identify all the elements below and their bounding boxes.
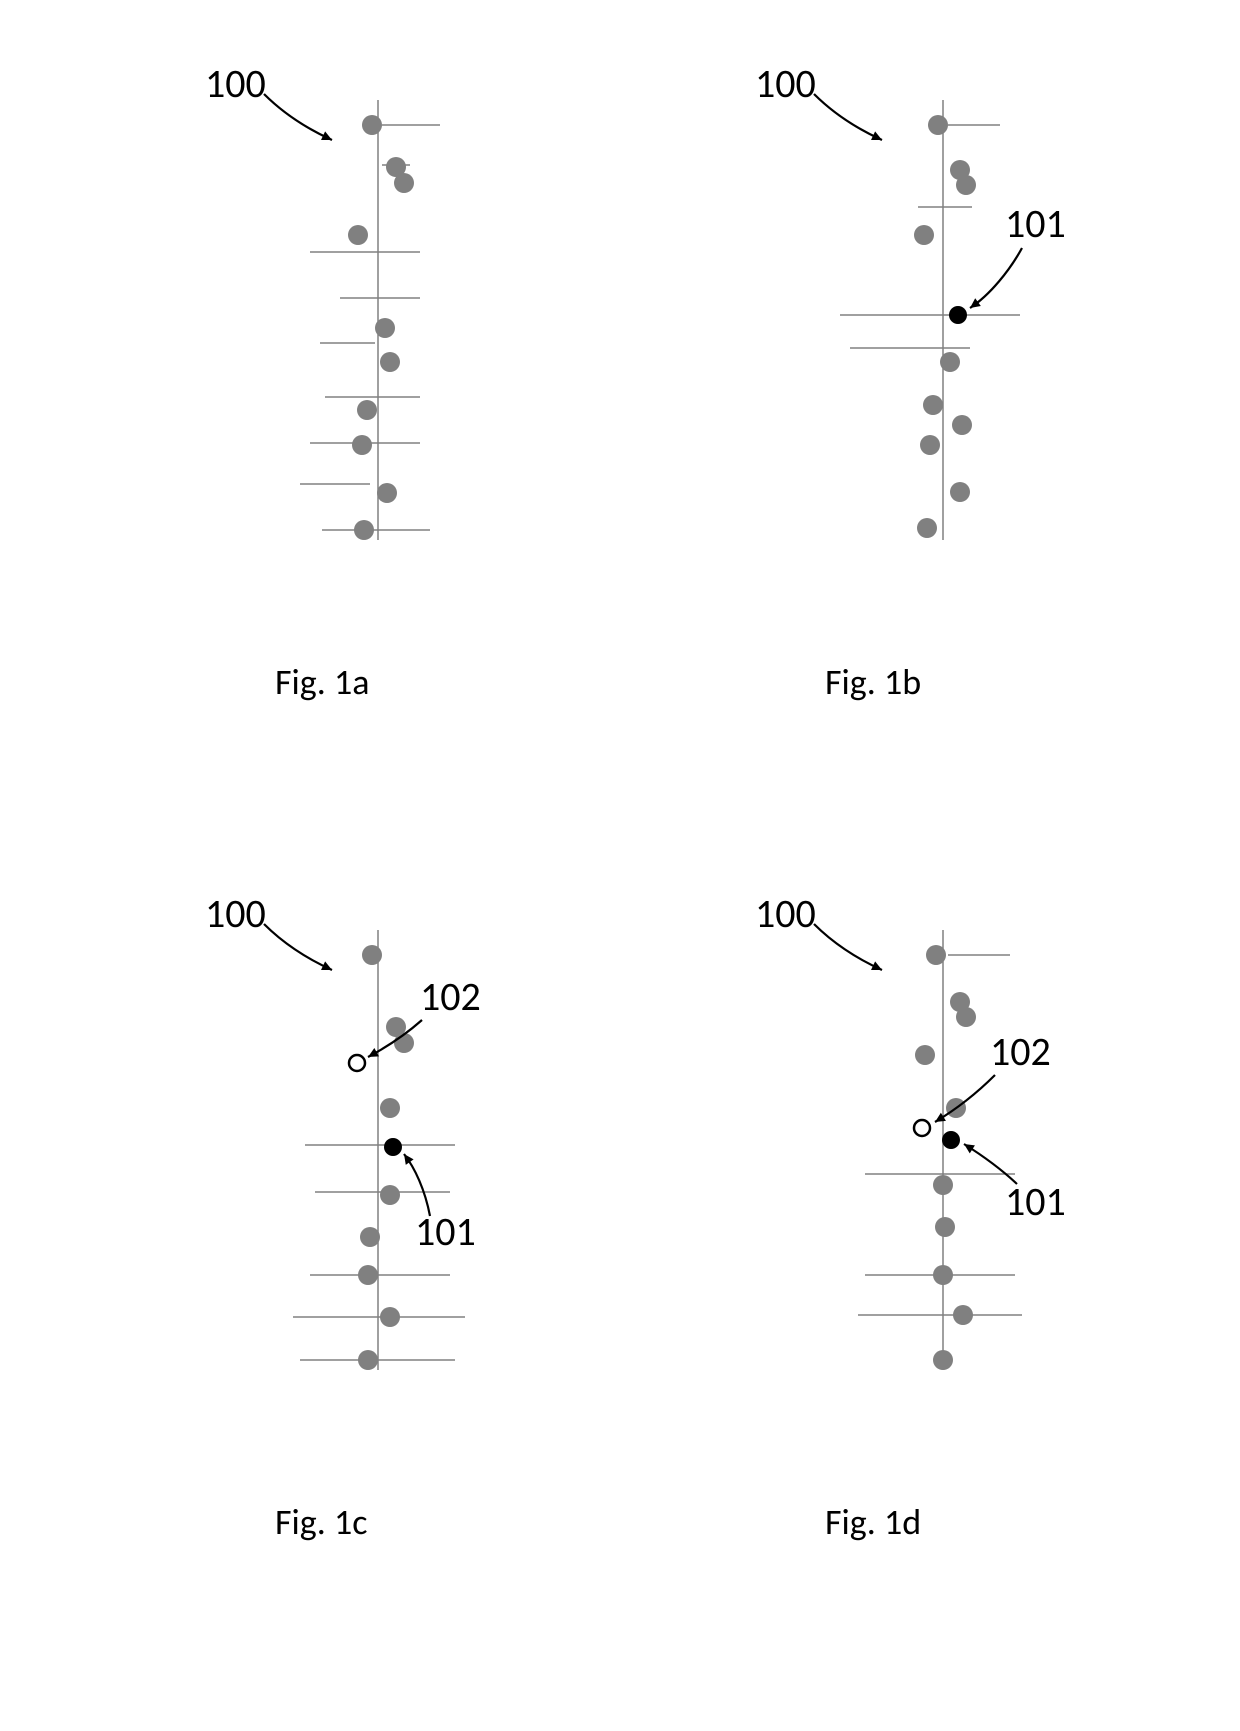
leader-arrow	[964, 1144, 1017, 1184]
grey-dot	[380, 1307, 400, 1327]
leader-arrow	[264, 924, 332, 970]
grey-dot	[917, 518, 937, 538]
figure-svg-d: 100 102 101	[660, 870, 1140, 1390]
grey-dot	[360, 1227, 380, 1247]
reference-label-101: 101	[1005, 1177, 1066, 1226]
reference-label-100: 100	[205, 889, 266, 938]
grey-dot	[358, 1265, 378, 1285]
grey-dot	[348, 225, 368, 245]
grey-dot	[394, 1033, 414, 1053]
leader-arrow	[814, 924, 882, 970]
figure-b: 100 101	[660, 40, 1140, 560]
grey-dot	[380, 352, 400, 372]
grey-dot	[914, 225, 934, 245]
grey-dot	[940, 352, 960, 372]
reference-label-101: 101	[1005, 199, 1066, 248]
grey-dot	[394, 173, 414, 193]
grey-dot	[358, 1350, 378, 1370]
figure-svg-a: 100	[110, 40, 590, 560]
grey-dot	[362, 945, 382, 965]
leader-arrow	[970, 248, 1022, 308]
reference-label-102: 102	[990, 1027, 1051, 1076]
grey-dot	[956, 1007, 976, 1027]
figure-c: 100 102 101	[110, 870, 590, 1390]
grey-dot	[380, 1185, 400, 1205]
leader-arrow	[814, 94, 882, 140]
black-dot	[942, 1131, 960, 1149]
grey-dot	[377, 483, 397, 503]
figure-d: 100 102 101	[660, 870, 1140, 1390]
reference-label-100: 100	[755, 59, 816, 108]
figure-svg-b: 100 101	[660, 40, 1140, 560]
leader-arrow	[264, 94, 332, 140]
grey-dot	[380, 1098, 400, 1118]
grey-dot	[953, 1305, 973, 1325]
grey-dot	[952, 415, 972, 435]
caption-b: Fig. 1b	[825, 660, 921, 704]
grey-dot	[362, 115, 382, 135]
grey-dot	[915, 1045, 935, 1065]
grey-dot	[357, 400, 377, 420]
grey-dot	[956, 175, 976, 195]
reference-label-100: 100	[755, 889, 816, 938]
grey-dot	[354, 520, 374, 540]
figure-svg-c: 100 102 101	[110, 870, 590, 1390]
grey-dot	[926, 945, 946, 965]
grey-dot	[920, 435, 940, 455]
grey-dot	[933, 1265, 953, 1285]
black-dot	[384, 1138, 402, 1156]
caption-a: Fig. 1a	[275, 660, 369, 704]
grey-dot	[352, 435, 372, 455]
grey-dot	[923, 395, 943, 415]
reference-label-101: 101	[415, 1207, 476, 1256]
figure-a: 100	[110, 40, 590, 560]
hollow-dot	[914, 1120, 930, 1136]
hollow-dot	[349, 1055, 365, 1071]
black-dot	[949, 306, 967, 324]
leader-arrow	[935, 1075, 995, 1122]
reference-label-102: 102	[420, 972, 481, 1021]
reference-label-100: 100	[205, 59, 266, 108]
grey-dot	[933, 1350, 953, 1370]
grey-dot	[935, 1217, 955, 1237]
grey-dot	[375, 318, 395, 338]
grey-dot	[950, 482, 970, 502]
arrowhead-icon	[970, 298, 981, 308]
caption-c: Fig. 1c	[275, 1500, 367, 1544]
grey-dot	[928, 115, 948, 135]
caption-d: Fig. 1d	[825, 1500, 921, 1544]
grey-dot	[933, 1175, 953, 1195]
arrowhead-icon	[404, 1154, 414, 1165]
